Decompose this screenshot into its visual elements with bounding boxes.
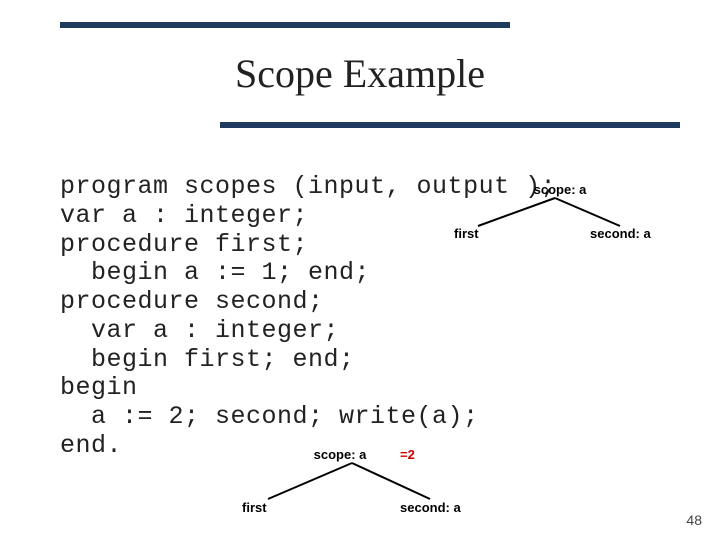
tree2-root-label: scope: a: [314, 447, 367, 462]
tree2-annotation: =2: [400, 447, 415, 462]
tree1-root-label: scope: a: [534, 182, 587, 197]
page-number: 48: [686, 512, 702, 528]
tree1-right-label: second: a: [590, 226, 651, 241]
scope-tree-lower: scope: a =2 first second: a: [220, 445, 520, 523]
tree2-right-label: second: a: [400, 500, 461, 515]
scope-tree-upper: scope: a first second: a: [450, 178, 670, 248]
top-rule: [60, 22, 510, 28]
sub-rule: [220, 122, 680, 128]
tree1-left-label: first: [454, 226, 479, 241]
slide-title: Scope Example: [0, 50, 720, 97]
tree2-left-label: first: [242, 500, 267, 515]
